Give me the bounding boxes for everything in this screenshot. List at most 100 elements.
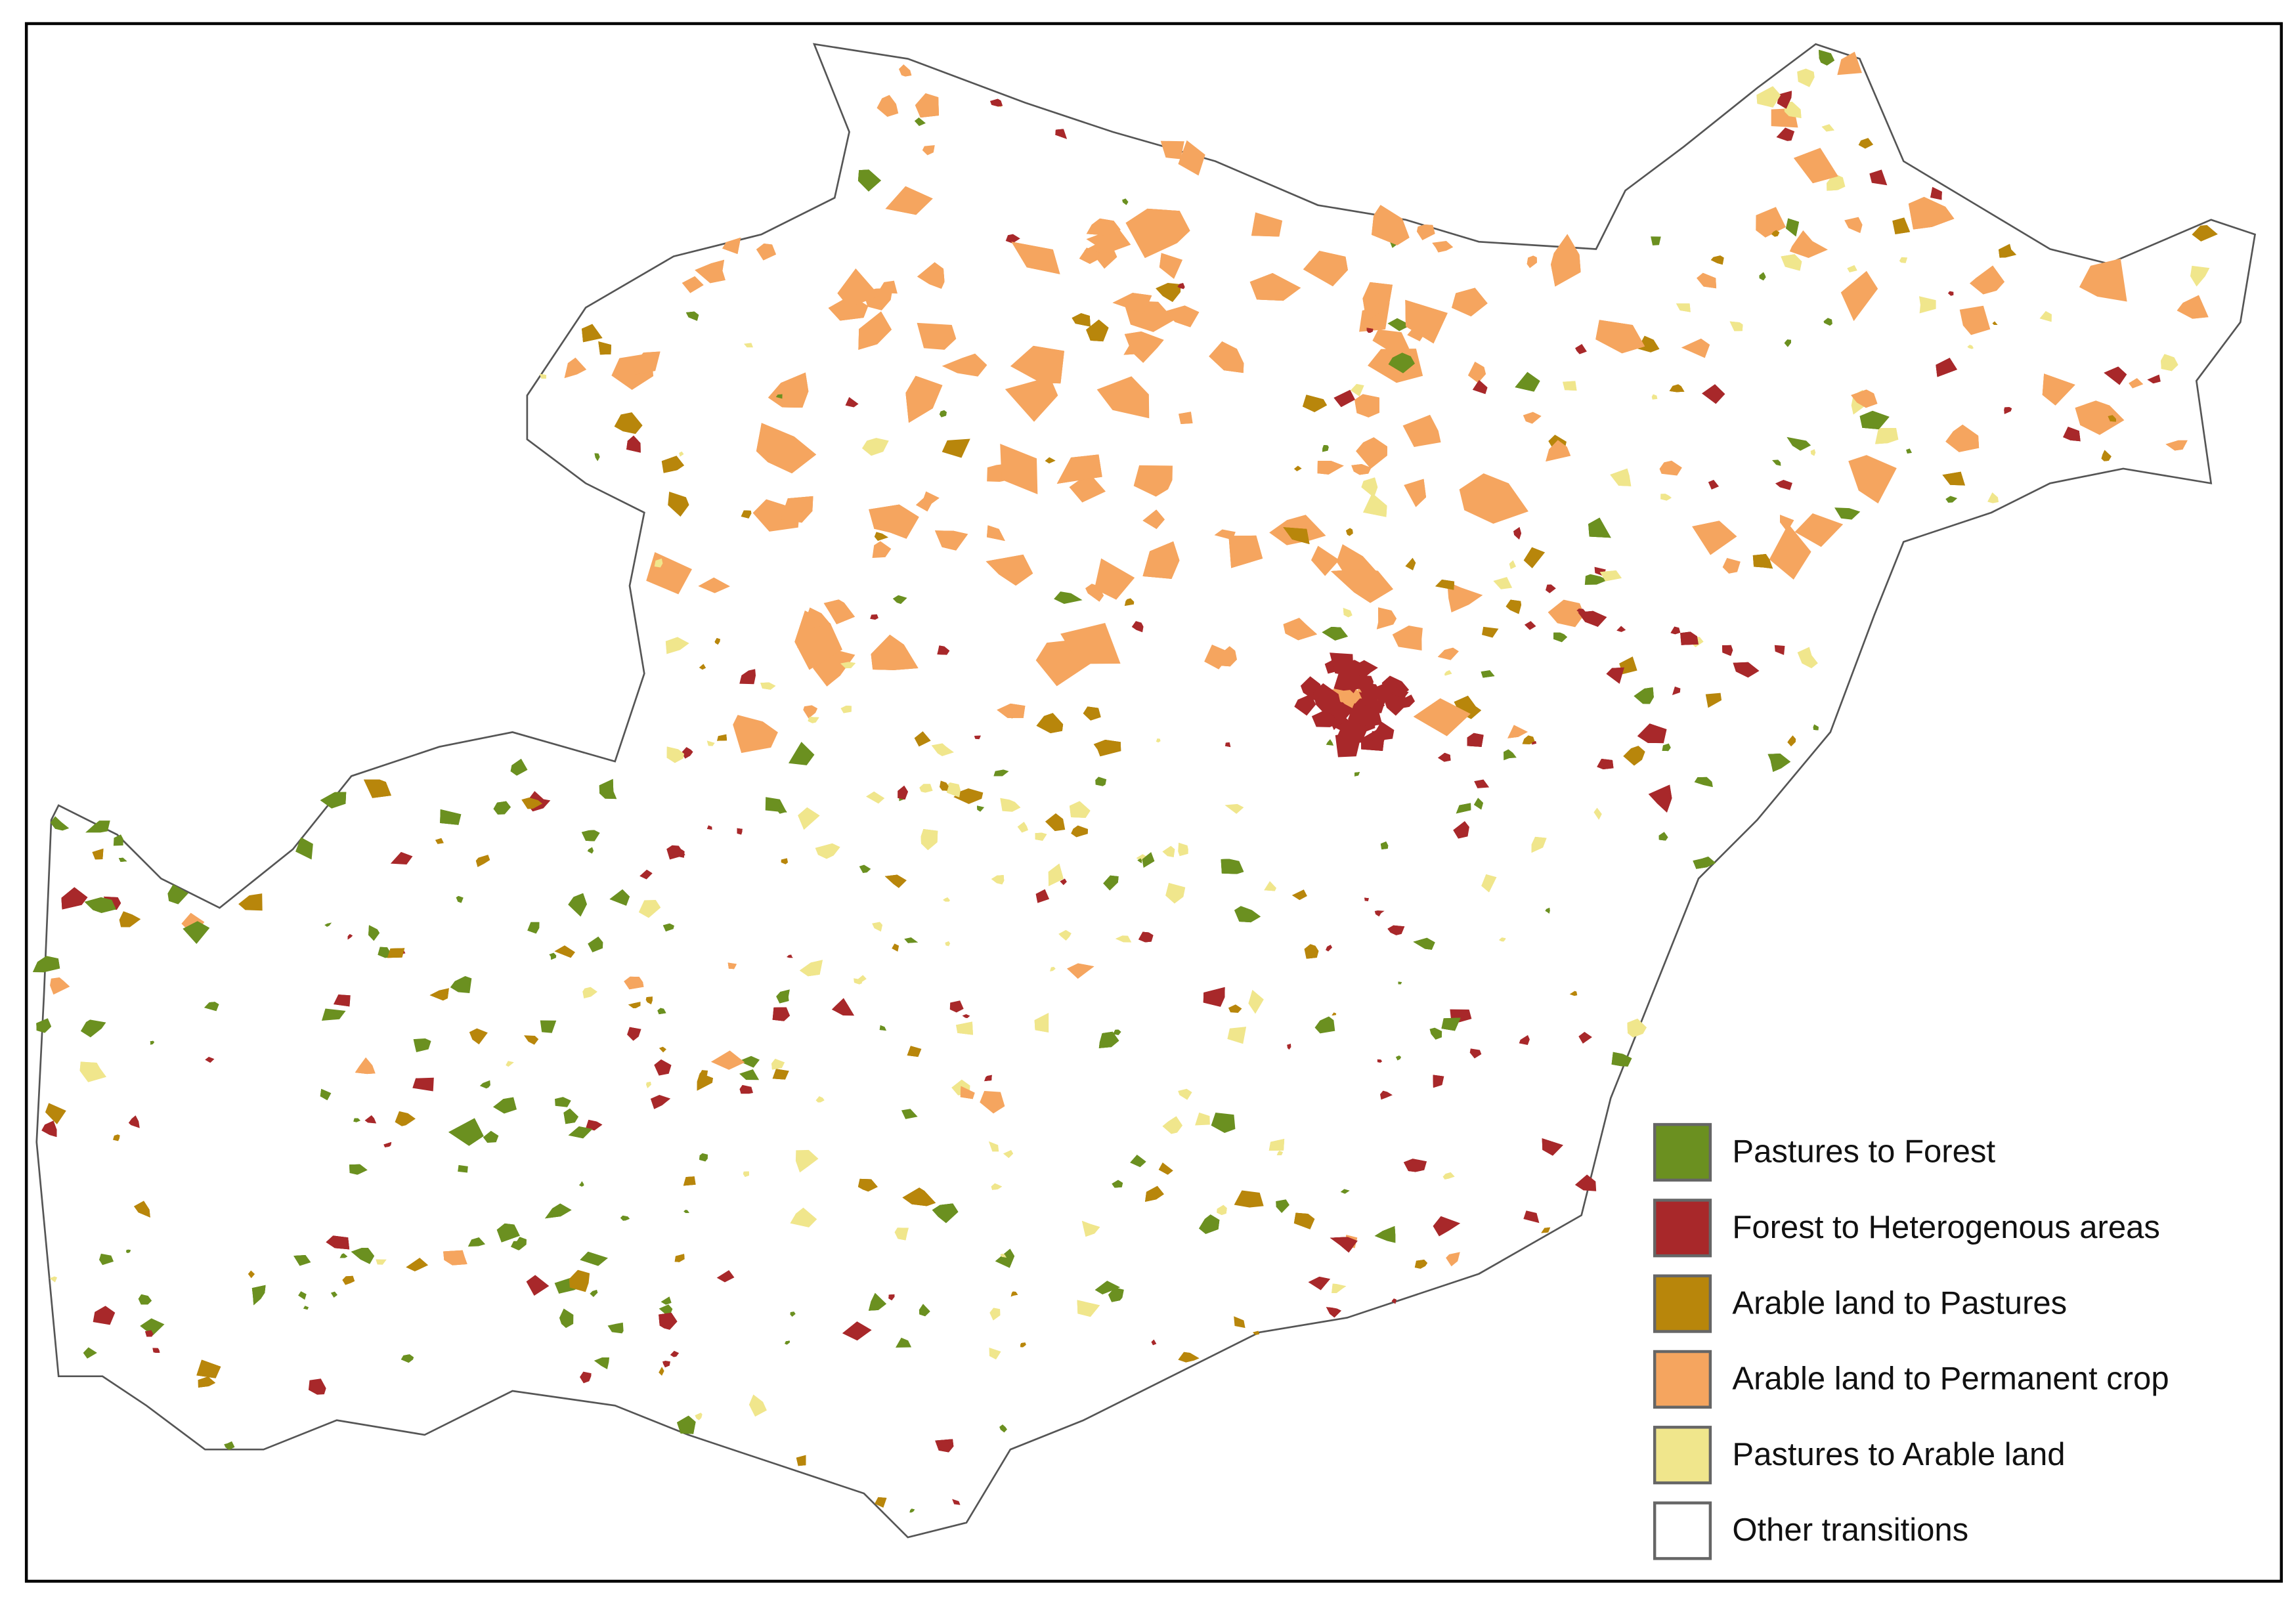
land-patch — [1056, 454, 1102, 484]
land-patch — [875, 1497, 887, 1508]
land-patch — [1837, 51, 1862, 75]
land-patch — [1784, 339, 1792, 347]
land-patch — [1035, 889, 1049, 903]
land-patch — [861, 438, 889, 456]
land-patch — [953, 788, 984, 804]
land-patch — [1372, 329, 1410, 352]
land-patch — [1115, 935, 1132, 943]
legend-swatch — [1653, 1274, 1712, 1333]
land-patch — [1034, 1013, 1049, 1033]
land-patch — [1522, 735, 1535, 744]
legend-swatch — [1653, 1199, 1712, 1258]
land-patch — [355, 1057, 376, 1075]
land-patch — [93, 1306, 116, 1325]
land-patch — [1794, 148, 1838, 184]
land-patch — [902, 1187, 936, 1206]
land-patch — [1819, 49, 1835, 66]
land-patch — [84, 897, 116, 913]
land-patch — [342, 1275, 355, 1285]
land-patch — [1264, 881, 1276, 891]
land-patch — [1710, 255, 1724, 265]
land-patch — [1472, 379, 1488, 394]
land-patch — [661, 1296, 672, 1305]
land-patch — [1224, 803, 1244, 814]
land-patch — [1391, 685, 1406, 699]
land-patch — [587, 847, 594, 854]
land-patch — [859, 864, 871, 873]
land-patch — [1670, 626, 1681, 635]
land-patch — [1330, 652, 1354, 677]
land-patch — [1509, 560, 1516, 569]
land-patch — [45, 1103, 66, 1124]
land-patch — [1071, 825, 1089, 838]
land-patch — [1595, 320, 1645, 354]
land-patch — [668, 491, 689, 517]
land-patch — [943, 897, 950, 902]
land-patch — [756, 243, 777, 261]
land-patch — [931, 743, 954, 756]
land-patch — [1326, 1307, 1341, 1318]
land-patch — [683, 1176, 696, 1186]
land-patch — [1113, 1029, 1121, 1035]
land-patch — [716, 1270, 735, 1283]
land-patch — [586, 1119, 603, 1131]
land-patch — [1000, 1253, 1007, 1258]
land-patch — [837, 268, 880, 308]
land-patch — [739, 1055, 760, 1068]
land-patch — [1094, 1281, 1120, 1294]
land-patch — [1844, 217, 1863, 234]
land-patch — [795, 1149, 819, 1173]
land-patch — [942, 353, 987, 377]
land-patch — [450, 975, 472, 994]
land-patch — [138, 1294, 152, 1305]
land-patch — [2075, 400, 2125, 435]
land-patch — [710, 1050, 745, 1070]
land-patch — [1616, 626, 1626, 632]
land-patch — [977, 805, 984, 812]
land-patch — [36, 1018, 52, 1033]
land-patch — [1623, 746, 1645, 766]
land-patch — [443, 1250, 467, 1266]
land-patch — [1781, 254, 1802, 271]
land-patch — [1392, 626, 1423, 650]
land-patch — [698, 577, 730, 593]
land-patch — [1947, 291, 1954, 296]
land-patch — [1405, 299, 1448, 344]
land-patch — [1775, 480, 1792, 490]
land-patch — [1209, 341, 1244, 373]
land-patch — [1992, 321, 1998, 325]
land-patch — [1548, 599, 1584, 628]
land-patch — [1322, 445, 1329, 452]
land-patch — [1017, 822, 1028, 833]
land-patch — [706, 825, 712, 830]
land-patch — [1523, 1210, 1540, 1224]
land-patch — [1637, 723, 1667, 744]
land-patch — [919, 784, 933, 793]
land-patch — [1481, 626, 1499, 638]
land-patch — [1413, 937, 1435, 950]
land-patch — [1058, 929, 1072, 941]
land-patch — [1362, 689, 1383, 699]
land-patch — [448, 1118, 484, 1146]
land-patch — [440, 809, 462, 825]
land-patch — [1294, 694, 1316, 716]
land-patch — [1079, 247, 1100, 264]
land-patch — [599, 778, 617, 800]
land-patch — [2129, 378, 2144, 389]
land-patch — [118, 857, 127, 863]
land-patch — [916, 491, 940, 512]
land-patch — [940, 780, 949, 791]
land-patch — [1701, 384, 1725, 404]
land-patch — [128, 1115, 140, 1128]
land-patch — [714, 638, 720, 645]
land-patch — [1332, 1283, 1347, 1294]
land-patch — [1354, 772, 1360, 777]
land-patch — [956, 1021, 973, 1035]
land-patch — [1597, 758, 1614, 770]
land-patch — [1310, 545, 1339, 576]
land-patch — [387, 948, 405, 958]
land-patch — [590, 1289, 598, 1298]
land-patch — [1010, 1291, 1018, 1297]
land-patch — [224, 1441, 235, 1450]
land-patch — [1341, 721, 1361, 730]
